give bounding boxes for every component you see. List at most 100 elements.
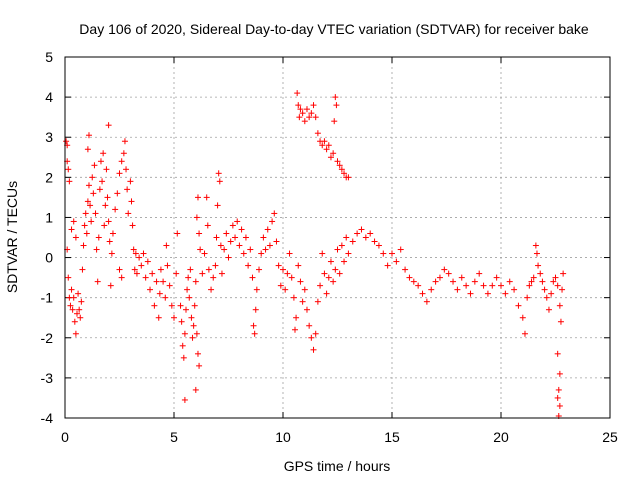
data-point — [124, 186, 131, 193]
data-point — [294, 90, 301, 97]
x-tick-label: 15 — [384, 429, 400, 445]
data-point — [157, 266, 164, 273]
data-point — [397, 246, 404, 253]
y-tick-label: 4 — [45, 89, 53, 105]
data-point — [290, 294, 297, 301]
data-point — [262, 246, 269, 253]
data-point — [288, 274, 295, 281]
data-point — [559, 286, 566, 293]
data-point — [178, 318, 185, 325]
data-point — [240, 250, 247, 257]
data-point — [334, 246, 341, 253]
data-point — [306, 322, 313, 329]
data-point — [557, 318, 564, 325]
data-point — [132, 250, 139, 257]
plot-frame — [64, 56, 611, 419]
data-point — [188, 314, 195, 321]
data-point — [118, 274, 125, 281]
data-point — [312, 114, 319, 121]
data-point — [333, 102, 340, 109]
data-point — [112, 206, 119, 213]
data-point — [70, 218, 77, 225]
data-point — [375, 242, 382, 249]
data-point — [82, 210, 89, 217]
data-point — [80, 242, 87, 249]
data-point — [247, 246, 254, 253]
data-point — [321, 138, 328, 145]
data-point — [204, 222, 211, 229]
y-tick-label: 2 — [45, 169, 53, 185]
data-point — [308, 334, 315, 341]
data-point — [185, 274, 192, 281]
data-point — [164, 262, 171, 269]
data-point — [341, 258, 348, 265]
data-point — [271, 210, 278, 217]
data-point — [232, 234, 239, 241]
data-point — [251, 330, 258, 337]
data-point — [250, 322, 257, 329]
data-point — [181, 396, 188, 403]
y-tick-label: -1 — [41, 290, 54, 306]
data-point — [554, 282, 561, 289]
data-point — [550, 278, 557, 285]
data-point — [310, 346, 317, 353]
data-point — [336, 162, 343, 169]
data-point — [560, 270, 567, 277]
data-point — [120, 150, 127, 157]
data-point — [284, 270, 291, 277]
data-point — [463, 282, 470, 289]
data-point — [521, 330, 528, 337]
data-point — [187, 266, 194, 273]
data-point — [216, 178, 223, 185]
data-point — [194, 194, 201, 201]
data-point — [76, 306, 83, 313]
data-point — [84, 198, 91, 205]
data-point — [129, 222, 136, 229]
data-point — [258, 250, 265, 257]
data-point — [419, 290, 426, 297]
data-point — [432, 278, 439, 285]
data-point — [123, 166, 130, 173]
data-point — [467, 290, 474, 297]
data-point — [97, 158, 104, 165]
data-point — [201, 250, 208, 257]
data-point — [156, 290, 163, 297]
data-point — [354, 230, 361, 237]
data-point — [323, 290, 330, 297]
data-point — [282, 286, 289, 293]
data-point — [65, 166, 72, 173]
data-point — [199, 270, 206, 277]
data-point — [223, 230, 230, 237]
data-point — [177, 302, 184, 309]
data-point — [545, 306, 552, 313]
data-point — [84, 146, 91, 153]
data-point — [83, 230, 90, 237]
data-point — [252, 306, 259, 313]
data-point — [107, 282, 114, 289]
data-point — [147, 286, 154, 293]
data-point — [526, 282, 533, 289]
data-point — [133, 270, 140, 277]
chart-title: Day 106 of 2020, Sidereal Day-to-day VTE… — [79, 21, 589, 37]
data-point — [303, 106, 310, 113]
data-point — [301, 118, 308, 125]
data-point — [171, 314, 177, 321]
grid-layer — [65, 57, 610, 418]
data-point — [138, 262, 145, 269]
data-point — [266, 242, 273, 249]
data-point — [130, 246, 137, 253]
data-point — [65, 274, 72, 281]
data-point — [217, 242, 224, 249]
data-point — [330, 278, 337, 285]
x-tick-label: 0 — [61, 429, 69, 445]
data-point — [69, 306, 76, 313]
data-point — [136, 254, 143, 261]
data-point — [92, 210, 99, 217]
data-point — [73, 310, 80, 317]
data-point — [192, 386, 199, 393]
data-point — [343, 234, 350, 241]
data-point — [515, 302, 522, 309]
data-point — [256, 266, 263, 273]
data-point — [498, 282, 504, 289]
data-point — [215, 170, 222, 177]
